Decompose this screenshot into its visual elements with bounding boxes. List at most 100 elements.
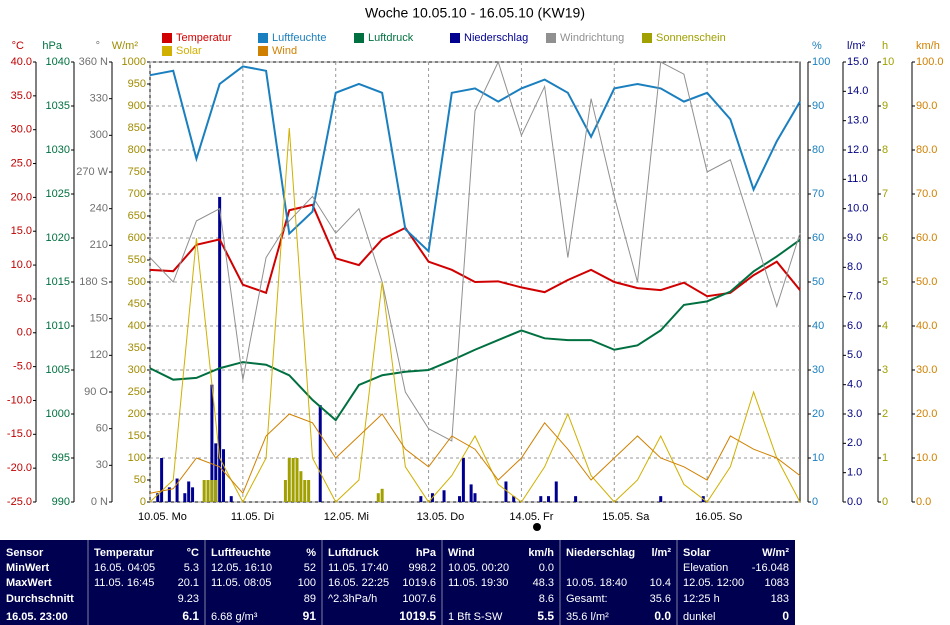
table-cell: 6.68 g/m³ <box>211 611 258 623</box>
y-tick-label: 330 <box>90 93 108 105</box>
bar <box>222 449 226 502</box>
y-tick-label: 50.0 <box>916 276 937 288</box>
table-unit: °C <box>187 547 199 559</box>
legend-label: Solar <box>176 45 202 57</box>
series-line <box>149 203 801 298</box>
bar <box>214 480 218 502</box>
y-tick-label: 15.0 <box>847 56 868 68</box>
table-cell: 11.05. 19:30 <box>448 577 508 589</box>
y-tick-label: 210 <box>90 239 108 251</box>
series-line <box>149 65 801 254</box>
axis-unit: h <box>882 40 888 52</box>
table-unit: hPa <box>416 547 437 559</box>
y-tick-label: 40.0 <box>916 320 937 332</box>
bar <box>287 458 291 502</box>
legend-label: Luftfeuchte <box>272 32 326 44</box>
y-tick-label: 50 <box>812 276 824 288</box>
bar <box>547 496 551 502</box>
y-tick-label: 350 <box>128 342 146 354</box>
y-tick-label: 100 <box>812 56 830 68</box>
y-tick-label: 11.0 <box>847 173 868 185</box>
y-tick-label: 40.0 <box>11 56 32 68</box>
table-bg <box>0 540 795 625</box>
bar <box>229 496 233 502</box>
y-tick-label: 30.0 <box>11 124 32 136</box>
y-tick-label: 6 <box>882 232 888 244</box>
bar <box>473 493 477 502</box>
y-tick-label: 990 <box>52 496 70 508</box>
table-cell: dunkel <box>683 611 715 623</box>
bar <box>202 480 206 502</box>
y-tick-label: 50 <box>134 474 146 486</box>
table-cell: 48.3 <box>533 577 554 589</box>
y-tick-label: 70.0 <box>916 188 937 200</box>
table-cell: 12:25 h <box>683 593 720 605</box>
y-tick-label: 240 <box>90 203 108 215</box>
y-tick-label: 20 <box>812 408 824 420</box>
bar <box>380 488 384 502</box>
y-tick-label: 5 <box>882 276 888 288</box>
y-tick-label: 90.0 <box>916 100 937 112</box>
y-tick-label: 150 <box>128 430 146 442</box>
legend-swatch <box>546 33 556 43</box>
legend-swatch <box>162 46 172 56</box>
table-header: Temperatur <box>94 547 154 559</box>
bar <box>574 496 578 502</box>
table-unit: % <box>306 547 316 559</box>
y-tick-label: 850 <box>128 122 146 134</box>
y-tick-label: -15.0 <box>7 428 32 440</box>
table-cell: 11.05. 17:40 <box>328 562 388 574</box>
y-tick-label: 0 <box>812 496 818 508</box>
bar <box>461 458 465 502</box>
y-tick-label: 300 <box>90 129 108 141</box>
bar <box>469 484 473 502</box>
legend-swatch <box>450 33 460 43</box>
legend-swatch <box>354 33 364 43</box>
y-tick-label: 6.0 <box>847 320 862 332</box>
table-cell: Gesamt: <box>566 593 608 605</box>
y-tick-label: 400 <box>128 320 146 332</box>
table-header: Wind <box>448 547 475 559</box>
legend-label: Windrichtung <box>560 32 624 44</box>
bar <box>554 481 558 502</box>
table-cell: 10.05. 18:40 <box>566 577 627 589</box>
y-tick-label: 180 S <box>79 276 108 288</box>
y-tick-label: 20.0 <box>11 191 32 203</box>
axis-unit: l/m² <box>847 40 866 52</box>
y-tick-label: 5.0 <box>17 293 32 305</box>
y-tick-label: 700 <box>128 188 146 200</box>
y-tick-label: 8.0 <box>847 261 862 273</box>
table-cell: 10.05. 00:20 <box>448 562 509 574</box>
bar <box>210 480 214 502</box>
table-cell: 100 <box>298 577 316 589</box>
y-tick-label: 995 <box>52 452 70 464</box>
table-cell: 1 Bft S-SW <box>448 611 503 623</box>
y-tick-label: 5.0 <box>847 349 862 361</box>
table-cell: 11.05. 16:45 <box>94 577 154 589</box>
y-tick-label: 600 <box>128 232 146 244</box>
y-tick-label: 0 N <box>91 496 108 508</box>
table-cell: 5.5 <box>537 609 554 623</box>
y-tick-label: 300 <box>128 364 146 376</box>
table-cell: 0.0 <box>654 609 671 623</box>
bar <box>442 490 446 502</box>
axis-unit: ° <box>96 40 100 52</box>
bar <box>419 496 423 502</box>
bar <box>283 480 287 502</box>
x-tick-label: 16.05. So <box>695 511 742 523</box>
y-tick-label: 80 <box>812 144 824 156</box>
y-tick-label: 2.0 <box>847 437 862 449</box>
y-tick-label: 1000 <box>122 56 146 68</box>
y-tick-label: 0.0 <box>17 327 32 339</box>
bar <box>210 384 214 502</box>
bar <box>299 471 303 502</box>
y-tick-label: 750 <box>128 166 146 178</box>
y-tick-label: 35.0 <box>11 90 32 102</box>
y-tick-label: 100.0 <box>916 56 944 68</box>
bar <box>206 480 210 502</box>
table-cell: 16.05. 23:00 <box>6 611 68 623</box>
axis-unit: km/h <box>916 40 940 52</box>
legend-swatch <box>258 46 268 56</box>
y-tick-label: 13.0 <box>847 115 868 127</box>
table-unit: km/h <box>528 547 554 559</box>
